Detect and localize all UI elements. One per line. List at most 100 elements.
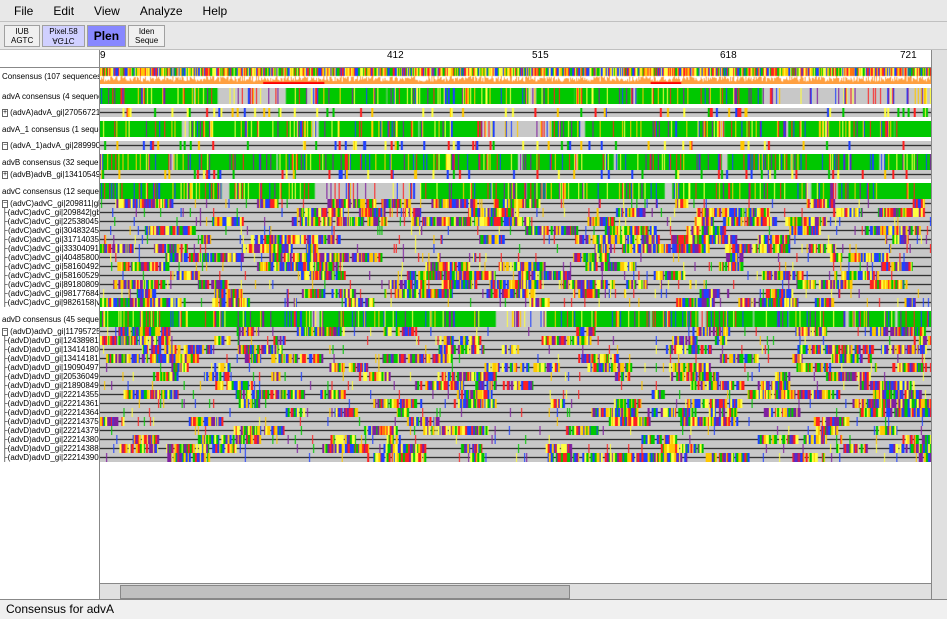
row-label[interactable]: (advD)advD_gi|222143616 (8, 399, 99, 408)
sequence-row[interactable] (100, 280, 931, 289)
row-label[interactable]: (advC)advC_gi|209811|gb (10, 199, 99, 208)
menubar: File Edit View Analyze Help (0, 0, 947, 22)
expand-icon[interactable]: + (2, 109, 8, 117)
tool-iub-agtc[interactable]: IUB AGTC (4, 25, 40, 47)
row-label[interactable]: (advA)advA_gi|270567218 (10, 108, 99, 117)
ruler-tick: 412 (387, 50, 404, 61)
menu-edit[interactable]: Edit (43, 2, 84, 19)
sequence-row[interactable] (100, 88, 931, 104)
sequence-row[interactable] (100, 417, 931, 426)
collapse-icon[interactable]: − (2, 328, 8, 336)
row-label[interactable]: (advC)advC_gi|89180809 (8, 280, 99, 289)
tool-plen[interactable]: Plen (87, 25, 126, 47)
sequence-row[interactable] (100, 170, 931, 179)
sequence-row[interactable] (100, 217, 931, 226)
row-label[interactable]: advA_1 consensus (1 sequen (2, 125, 99, 134)
tool-iden-seque[interactable]: Iden Seque (128, 25, 165, 47)
row-label[interactable]: advC consensus (12 sequenc (2, 187, 99, 196)
row-label[interactable]: (advD)advD_gi|190904976 (8, 363, 99, 372)
sequence-row[interactable] (100, 363, 931, 372)
sequence-row[interactable] (100, 381, 931, 390)
ruler-tick: 515 (532, 50, 549, 61)
tool-pixel-agtc[interactable]: Pixel.58 AGTC (42, 25, 84, 47)
sequence-row[interactable] (100, 426, 931, 435)
sequence-row[interactable] (100, 199, 931, 208)
ruler-tick: 721 (900, 50, 917, 61)
menu-analyze[interactable]: Analyze (130, 2, 193, 19)
sequence-row[interactable] (100, 435, 931, 444)
row-label[interactable]: (advC)advC_gi|209842|gb (8, 208, 99, 217)
scrollbar-h-thumb[interactable] (120, 585, 570, 599)
sequence-row[interactable] (100, 68, 931, 84)
menu-view[interactable]: View (84, 2, 130, 19)
row-label[interactable]: (advD)advD_gi|134141802 (8, 345, 99, 354)
sequence-row[interactable] (100, 408, 931, 417)
row-label[interactable]: (advC)advC_gi|9826158|v (8, 298, 99, 307)
row-label[interactable]: (advD)advD_gi|222143642 (8, 408, 99, 417)
tracks[interactable] (100, 68, 931, 583)
sequence-row[interactable] (100, 453, 931, 462)
menu-help[interactable]: Help (193, 2, 238, 19)
sequence-row[interactable] (100, 327, 931, 336)
scrollbar-horizontal[interactable] (100, 583, 931, 599)
row-label[interactable]: (advD)advD_gi|222143804 (8, 435, 99, 444)
sequence-row[interactable] (100, 253, 931, 262)
toolbar: IUB AGTC Pixel.58 AGTC Plen Iden Seque (0, 22, 947, 50)
row-label[interactable]: (advD)advD_gi|222143798 (8, 426, 99, 435)
sequence-row[interactable] (100, 262, 931, 271)
row-label[interactable]: (advC)advC_gi|98177684 (8, 289, 99, 298)
row-label[interactable]: (advD)advD_gi|222143557 (8, 390, 99, 399)
row-label[interactable]: (advC)advC_gi|31714035 (8, 235, 99, 244)
row-label[interactable]: (advC)advC_gi|40485800 (8, 253, 99, 262)
row-label[interactable]: advB consensus (32 sequenc (2, 158, 99, 167)
row-label[interactable]: (advB)advB_gi|134105495 (10, 170, 99, 179)
sequence-row[interactable] (100, 121, 931, 137)
scrollbar-vertical[interactable] (931, 50, 947, 599)
sequence-row[interactable] (100, 354, 931, 363)
row-label[interactable]: (advD)advD_gi|205360496 (8, 372, 99, 381)
sequence-row[interactable] (100, 298, 931, 307)
row-label[interactable]: (advA_1)advA_gi|2899909 (10, 141, 99, 150)
sequence-row[interactable] (100, 289, 931, 298)
row-label[interactable]: (advC)advC_gi|33304091 (8, 244, 99, 253)
row-label[interactable]: (advD)advD_gi|222143752 (8, 417, 99, 426)
expand-icon[interactable]: + (2, 171, 8, 179)
collapse-icon[interactable]: − (2, 200, 8, 208)
sequence-row[interactable] (100, 444, 931, 453)
sequence-row[interactable] (100, 208, 931, 217)
main-area: Consensus (107 sequences) advA consensus … (0, 50, 947, 599)
ruler-tick: 9 (100, 50, 106, 61)
collapse-icon[interactable]: − (2, 142, 8, 150)
row-label[interactable]: (advD)advD_gi|222143885 (8, 444, 99, 453)
sequence-row[interactable] (100, 141, 931, 150)
sequence-row[interactable] (100, 235, 931, 244)
sequence-row[interactable] (100, 183, 931, 199)
sequence-row[interactable] (100, 226, 931, 235)
sequence-row[interactable] (100, 390, 931, 399)
sequence-row[interactable] (100, 336, 931, 345)
statusbar: Consensus for advA (0, 599, 947, 619)
row-label[interactable]: (advC)advC_gi|30483245 (8, 226, 99, 235)
row-label[interactable]: (advC)advC_gi|225380458 (8, 217, 99, 226)
row-label[interactable]: (advD)advD_gi|222143906 (8, 453, 99, 462)
row-label[interactable]: advD consensus (45 sequenc (2, 315, 99, 324)
ruler-tick: 618 (720, 50, 737, 61)
row-label[interactable]: (advD)advD_gi|21890849s (8, 381, 99, 390)
sequence-row[interactable] (100, 399, 931, 408)
row-label[interactable]: advA consensus (4 sequence (2, 92, 99, 101)
row-label[interactable]: (advC)advC_gi|58160529 (8, 271, 99, 280)
row-label[interactable]: (advD)advD_gi|124389815 (8, 336, 99, 345)
sequence-row[interactable] (100, 271, 931, 280)
row-label[interactable]: (advD)advD_gi|134141818 (8, 354, 99, 363)
row-label[interactable]: (advD)advD_gi|117957257 (10, 327, 99, 336)
row-label[interactable]: (advC)advC_gi|58160492 (8, 262, 99, 271)
sequence-row[interactable] (100, 154, 931, 170)
sequence-row[interactable] (100, 244, 931, 253)
ruler: 9 412 515 618 721 (100, 50, 931, 68)
sequence-row[interactable] (100, 311, 931, 327)
menu-file[interactable]: File (4, 2, 43, 19)
sequence-row[interactable] (100, 108, 931, 117)
sequence-row[interactable] (100, 345, 931, 354)
sequence-row[interactable] (100, 372, 931, 381)
row-label[interactable]: Consensus (107 sequences) (2, 72, 99, 81)
